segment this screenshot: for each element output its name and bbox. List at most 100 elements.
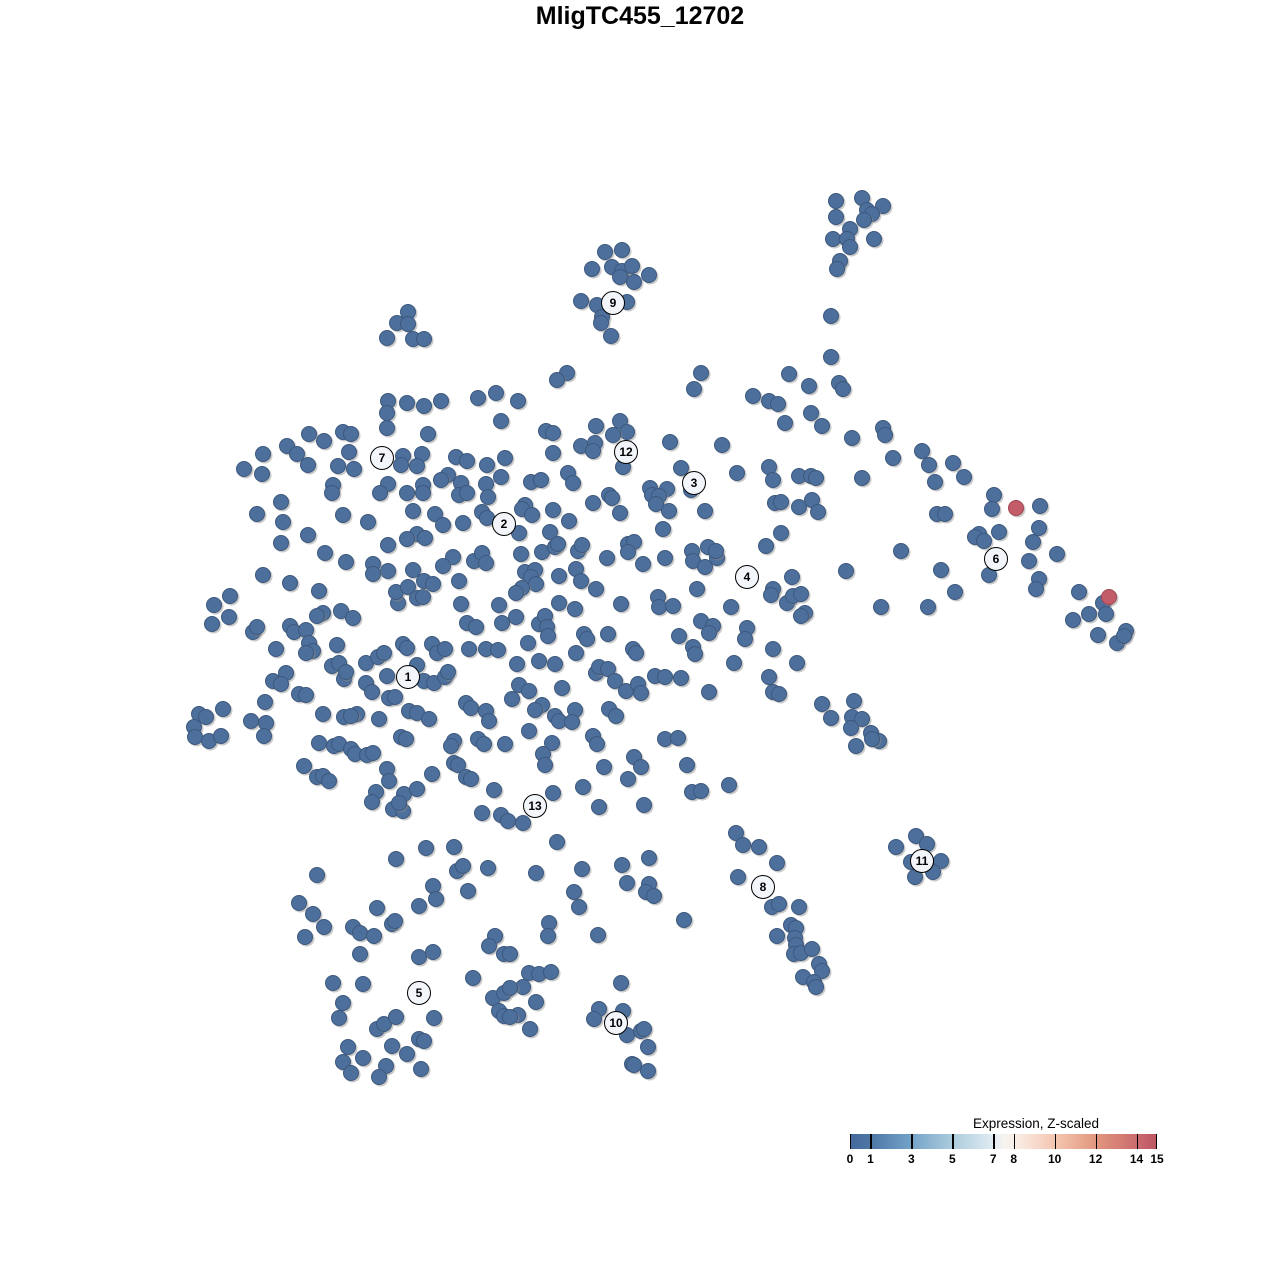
data-point bbox=[636, 1021, 652, 1037]
data-point bbox=[206, 597, 222, 613]
data-point bbox=[365, 745, 381, 761]
data-point bbox=[575, 779, 591, 795]
cluster-label-8: 8 bbox=[751, 875, 775, 899]
data-point bbox=[204, 616, 220, 632]
data-point bbox=[474, 805, 490, 821]
data-point bbox=[662, 434, 678, 450]
data-point bbox=[399, 640, 415, 656]
data-point bbox=[773, 494, 789, 510]
data-point bbox=[416, 398, 432, 414]
data-point bbox=[545, 502, 561, 518]
data-point bbox=[626, 274, 642, 290]
data-point bbox=[554, 680, 570, 696]
data-point bbox=[437, 641, 453, 657]
data-point bbox=[893, 543, 909, 559]
data-point bbox=[435, 558, 451, 574]
data-point bbox=[531, 653, 547, 669]
data-point bbox=[770, 396, 786, 412]
legend-tick-label: 1 bbox=[867, 1152, 874, 1166]
data-point bbox=[547, 656, 563, 672]
data-point bbox=[273, 535, 289, 551]
data-point bbox=[665, 598, 681, 614]
data-point bbox=[545, 425, 561, 441]
data-point bbox=[509, 656, 525, 672]
data-point bbox=[465, 970, 481, 986]
legend-tick bbox=[1095, 1134, 1097, 1149]
data-point bbox=[300, 527, 316, 543]
data-point bbox=[455, 515, 471, 531]
data-point bbox=[421, 711, 437, 727]
data-point bbox=[399, 531, 415, 547]
data-point bbox=[453, 596, 469, 612]
data-point bbox=[305, 906, 321, 922]
data-point bbox=[500, 813, 516, 829]
data-point bbox=[1098, 606, 1114, 622]
data-point bbox=[591, 799, 607, 815]
data-point bbox=[296, 758, 312, 774]
data-point bbox=[588, 418, 604, 434]
data-point bbox=[633, 759, 649, 775]
data-point bbox=[589, 736, 605, 752]
data-point bbox=[551, 568, 567, 584]
data-point bbox=[387, 913, 403, 929]
data-point bbox=[1065, 612, 1081, 628]
data-point bbox=[428, 891, 444, 907]
data-point bbox=[714, 437, 730, 453]
data-point bbox=[411, 949, 427, 965]
data-point bbox=[405, 503, 421, 519]
data-point bbox=[324, 485, 340, 501]
data-point bbox=[508, 585, 524, 601]
data-point bbox=[369, 900, 385, 916]
data-point bbox=[311, 583, 327, 599]
data-point bbox=[497, 736, 513, 752]
data-point bbox=[641, 850, 657, 866]
data-point bbox=[597, 244, 613, 260]
data-point bbox=[864, 731, 880, 747]
data-point bbox=[493, 469, 509, 485]
data-point bbox=[451, 573, 467, 589]
data-point bbox=[945, 455, 961, 471]
legend-tick-label: 14 bbox=[1129, 1152, 1144, 1166]
data-point bbox=[693, 365, 709, 381]
data-point bbox=[640, 1039, 656, 1055]
data-point bbox=[791, 499, 807, 515]
data-point bbox=[947, 584, 963, 600]
data-point bbox=[1116, 628, 1132, 644]
data-point bbox=[976, 533, 992, 549]
data-point bbox=[528, 865, 544, 881]
data-point bbox=[335, 507, 351, 523]
data-point bbox=[481, 938, 497, 954]
data-point bbox=[309, 608, 325, 624]
data-point bbox=[561, 513, 577, 529]
data-point bbox=[543, 964, 559, 980]
data-point bbox=[478, 555, 494, 571]
data-point bbox=[528, 994, 544, 1010]
data-point bbox=[399, 395, 415, 411]
data-point bbox=[671, 628, 687, 644]
data-point bbox=[398, 731, 414, 747]
data-point bbox=[379, 668, 395, 684]
data-point bbox=[343, 426, 359, 442]
data-point bbox=[335, 995, 351, 1011]
data-point bbox=[321, 773, 337, 789]
data-point bbox=[723, 599, 739, 615]
cluster-label-10: 10 bbox=[604, 1011, 628, 1035]
data-point bbox=[524, 507, 540, 523]
data-point bbox=[399, 485, 415, 501]
data-point bbox=[463, 771, 479, 787]
data-point bbox=[585, 495, 601, 511]
legend: Expression, Z-scaled 0 1 3 5 7 8 10 12 14 15 bbox=[847, 1116, 1164, 1168]
data-point bbox=[409, 458, 425, 474]
data-point bbox=[771, 896, 787, 912]
data-point bbox=[540, 928, 556, 944]
data-point bbox=[808, 470, 824, 486]
cluster-label-11: 11 bbox=[910, 849, 934, 873]
data-point bbox=[686, 381, 702, 397]
data-point bbox=[340, 1039, 356, 1055]
data-point bbox=[540, 628, 556, 644]
data-point bbox=[550, 536, 566, 552]
legend-tick bbox=[1054, 1134, 1057, 1149]
data-point bbox=[521, 683, 537, 699]
data-point bbox=[381, 773, 397, 789]
data-point bbox=[1081, 606, 1097, 622]
